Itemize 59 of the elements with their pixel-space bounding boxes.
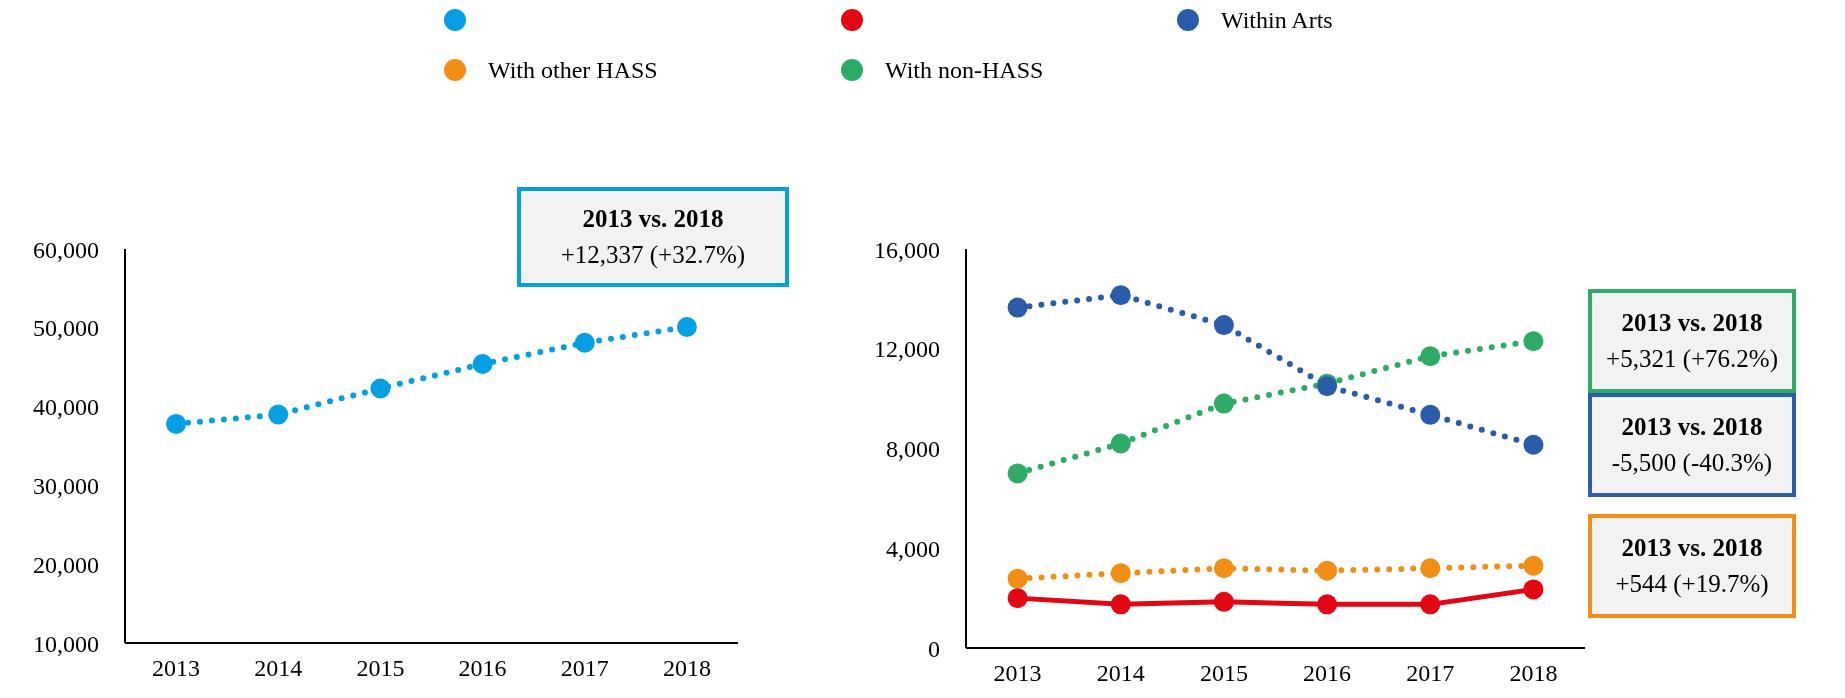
legend-label: With non-HASS — [885, 56, 1044, 84]
y-tick-label: 8,000 — [886, 436, 940, 463]
x-tick-label: 2018 — [1509, 660, 1558, 687]
x-tick-label: 2015 — [1199, 660, 1248, 687]
x-tick-label: 2013 — [152, 655, 201, 682]
x-tick-label: 2014 — [1096, 660, 1145, 687]
legend-label: Within Arts — [1221, 6, 1333, 34]
point — [268, 404, 289, 425]
x-tick-label: 2016 — [1303, 660, 1352, 687]
point — [1110, 563, 1131, 584]
point — [1213, 393, 1234, 414]
y-tick-label: 50,000 — [33, 315, 99, 342]
annotation: 2013 vs. 2018 +12,337 (+32.7%) — [560, 204, 746, 270]
x-tick-label: 2018 — [662, 655, 711, 682]
x-tick-label: 2016 — [458, 655, 507, 682]
point — [1213, 558, 1234, 579]
point — [1007, 588, 1028, 609]
point — [1007, 297, 1028, 318]
x-tick-label: 2017 — [560, 655, 609, 682]
x-tick-label: 2017 — [1406, 660, 1455, 687]
point — [1523, 331, 1544, 352]
point — [1007, 463, 1028, 484]
point — [1110, 285, 1131, 306]
point — [1110, 594, 1131, 615]
point — [166, 413, 187, 434]
point — [1317, 594, 1338, 615]
x-tick-label: 2015 — [356, 655, 405, 682]
point — [676, 317, 697, 338]
point — [1317, 560, 1338, 581]
point — [1420, 346, 1441, 367]
callout-box: 2013 vs. 2018 +5,321 (+76.2%) — [1588, 289, 1796, 394]
point — [1213, 591, 1234, 612]
y-tick-label: 60,000 — [33, 236, 99, 263]
point — [1420, 594, 1441, 615]
callout-box: 2013 vs. 2018 +544 (+19.7%) — [1588, 513, 1796, 618]
y-tick-label: 16,000 — [874, 236, 940, 263]
callout-box: 2013 vs. 2018 +12,337 (+32.7%) — [516, 187, 789, 287]
point — [1007, 568, 1028, 589]
point — [1420, 558, 1441, 579]
y-tick-label: 30,000 — [33, 472, 99, 499]
y-tick-label: 20,000 — [33, 551, 99, 578]
callout-box: 2013 vs. 2018 -5,500 (-40.3%) — [1588, 392, 1796, 497]
point — [1523, 434, 1544, 455]
point — [1420, 404, 1441, 425]
point — [1110, 433, 1131, 454]
x-tick-label: 2013 — [993, 660, 1042, 687]
point — [1213, 315, 1234, 336]
y-tick-label: 4,000 — [886, 535, 940, 562]
point — [370, 378, 391, 399]
y-tick-label: 12,000 — [874, 336, 940, 363]
point — [1523, 579, 1544, 600]
point — [1523, 555, 1544, 576]
y-tick-label: 40,000 — [33, 394, 99, 421]
legend-label: With other HASS — [488, 56, 658, 84]
point — [472, 354, 493, 375]
point — [574, 332, 595, 353]
y-tick-label: 10,000 — [33, 630, 99, 657]
y-tick-label: 0 — [928, 635, 940, 662]
x-tick-label: 2014 — [254, 655, 303, 682]
